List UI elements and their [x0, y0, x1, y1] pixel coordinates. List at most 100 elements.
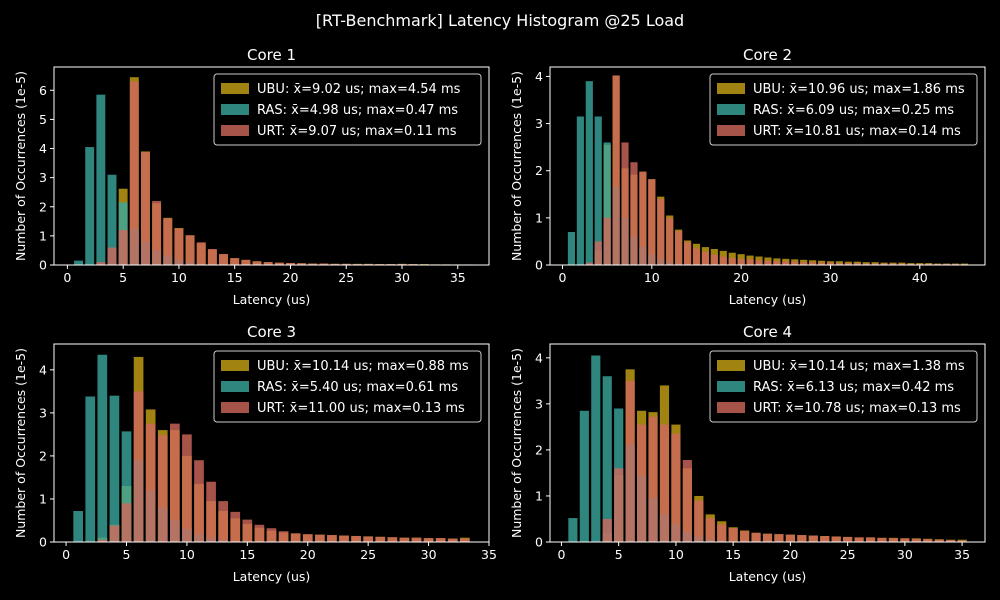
bar-urt [327, 535, 337, 542]
bar-urt [692, 248, 701, 265]
bar-urt [315, 534, 325, 542]
x-tick-label: 20 [782, 547, 798, 562]
bar-urt [880, 263, 888, 265]
x-tick-label: 30 [394, 270, 410, 285]
legend: UBU: x̄=10.14 us; max=0.88 ms RAS: x̄=5.4… [213, 350, 482, 423]
bar-urt [648, 416, 658, 542]
bar-urt [854, 537, 864, 542]
bar-urt [957, 540, 967, 542]
bar-urt [341, 263, 351, 265]
bars-group [568, 355, 967, 542]
bar-urt [375, 536, 386, 542]
bar-urt [820, 536, 830, 542]
bar-urt [241, 259, 251, 265]
x-tick-label: 30 [823, 270, 839, 285]
x-tick-label: 0 [559, 270, 567, 285]
legend-swatch-urt [717, 402, 745, 413]
bar-urt [762, 533, 773, 542]
x-axis-label: Latency (us) [233, 292, 311, 307]
bar-urt [774, 534, 784, 542]
bar-urt [728, 528, 738, 542]
bar-urt [705, 518, 715, 542]
bar-urt [637, 424, 647, 542]
bar-urt [141, 152, 150, 265]
bar-ras [97, 354, 108, 542]
bar-ras [107, 174, 117, 265]
legend-label: UBU: x̄=10.14 us; max=0.88 ms [257, 359, 469, 374]
bar-urt [194, 460, 204, 542]
x-tick-label: 20 [283, 270, 299, 285]
y-axis-label: Number of Occurrences (1e-5) [13, 348, 28, 538]
bar-urt [701, 251, 709, 265]
bar-urt [740, 530, 750, 542]
bar-urt [263, 262, 273, 265]
bar-urt [666, 217, 674, 265]
subplot-title: Core 2 [743, 46, 792, 64]
x-tick-label: 10 [179, 547, 195, 562]
x-axis-label: Latency (us) [729, 569, 807, 584]
bar-urt [835, 263, 843, 265]
bar-ras [603, 142, 611, 265]
bar-urt [107, 247, 117, 265]
y-tick-label: 2 [39, 448, 47, 463]
bar-ras [568, 518, 578, 542]
x-tick-label: 15 [227, 270, 243, 285]
bar-urt [97, 539, 108, 542]
legend-swatch-urt [221, 402, 249, 413]
y-tick-label: 2 [39, 199, 47, 214]
legend-label: URT: x̄=10.78 us; max=0.13 ms [753, 401, 961, 416]
x-tick-label: 30 [897, 547, 913, 562]
subplot-core-2: 0 10 20 30 40 0 1 2 3 4 Core 2 Latency (us) Number o… [509, 46, 986, 307]
legend-label: URT: x̄=10.81 us; max=0.14 ms [753, 124, 961, 139]
bar-urt [602, 518, 612, 542]
axes-frame [549, 343, 986, 543]
bar-urt [717, 524, 727, 542]
legend: UBU: x̄=10.14 us; max=1.38 ms RAS: x̄=6.1… [709, 350, 978, 423]
bar-ubu [925, 263, 933, 265]
bar-urt [764, 260, 772, 265]
legend-swatch-urt [221, 125, 249, 136]
y-tick-label: 6 [39, 83, 47, 98]
bar-urt [843, 536, 853, 542]
legend: UBU: x̄=10.96 us; max=1.86 ms RAS: x̄=6.0… [709, 73, 978, 146]
bar-urt [170, 423, 180, 542]
y-tick-label: 3 [39, 170, 47, 185]
bar-urt [603, 217, 611, 265]
bar-urt [96, 262, 106, 265]
bar-ras [85, 396, 96, 542]
legend-swatch-ras [221, 381, 249, 392]
bar-urt [206, 481, 216, 542]
bar-ubu [916, 263, 924, 265]
bar-urt [363, 536, 373, 542]
bar-urt [585, 262, 593, 265]
bar-urt [118, 230, 128, 265]
bar-urt [302, 534, 313, 542]
bar-urt [888, 538, 898, 542]
legend-label: UBU: x̄=9.02 us; max=4.54 ms [257, 82, 461, 97]
y-tick-label: 1 [39, 491, 47, 506]
legend-swatch-ras [221, 104, 249, 115]
bar-urt [657, 199, 665, 265]
bar-urt [889, 263, 897, 265]
x-tick-label: 40 [912, 270, 928, 285]
x-tick-label: 0 [62, 547, 70, 562]
figure-suptitle: [RT-Benchmark] Latency Histogram @25 Loa… [316, 11, 684, 30]
bar-urt [286, 262, 295, 265]
x-tick-label: 10 [171, 270, 187, 285]
bar-urt [129, 81, 139, 265]
bar-urt [865, 537, 876, 542]
bar-urt [174, 228, 184, 265]
bars-group [74, 77, 474, 266]
bar-urt [182, 434, 192, 542]
bar-urt [630, 162, 638, 265]
bar-urt [399, 537, 410, 542]
bar-urt [152, 200, 162, 265]
bar-ras [585, 81, 593, 265]
y-tick-label: 3 [535, 116, 543, 131]
x-tick-label: 5 [615, 547, 623, 562]
x-tick-label: 0 [557, 547, 565, 562]
legend-label: UBU: x̄=10.96 us; max=1.86 ms [753, 82, 965, 97]
bar-urt [625, 380, 635, 542]
legend-swatch-ubu [717, 83, 745, 94]
bar-ras [73, 511, 83, 542]
